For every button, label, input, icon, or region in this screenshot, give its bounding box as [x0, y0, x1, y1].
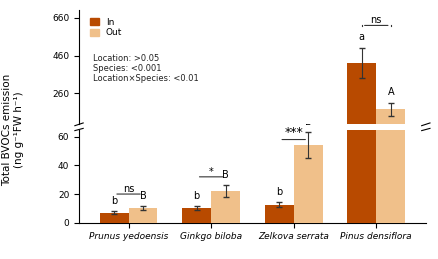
Text: b: b [111, 196, 117, 206]
Bar [375, 109, 404, 142]
Text: Total BVOCs emission
(ng g⁻¹FW h⁻¹): Total BVOCs emission (ng g⁻¹FW h⁻¹) [2, 73, 24, 186]
Text: b: b [276, 187, 282, 197]
Bar [211, 191, 240, 223]
Bar [264, 205, 293, 223]
Bar [99, 141, 128, 142]
Bar [293, 132, 322, 142]
Bar [211, 138, 240, 142]
Bar [346, 0, 375, 223]
Bar [128, 140, 157, 142]
Bar [128, 208, 157, 223]
Bar [264, 140, 293, 142]
Bar [346, 63, 375, 142]
Text: B: B [222, 170, 229, 181]
Bar [99, 213, 128, 223]
Bar [182, 208, 211, 223]
Text: a: a [358, 32, 364, 42]
Bar [293, 145, 322, 223]
Legend: In, Out: In, Out [87, 15, 125, 40]
Text: B: B [139, 191, 146, 200]
Text: ***: *** [284, 126, 302, 139]
Bar [182, 140, 211, 142]
Text: Location: >0.05
Species: <0.001
Location×Species: <0.01: Location: >0.05 Species: <0.001 Location… [93, 54, 198, 83]
Text: ns: ns [123, 184, 134, 194]
Bar [375, 0, 404, 223]
Text: B: B [304, 117, 311, 127]
Text: b: b [193, 191, 199, 200]
Text: ns: ns [370, 15, 381, 25]
Text: A: A [387, 87, 393, 97]
Text: *: * [208, 167, 213, 177]
